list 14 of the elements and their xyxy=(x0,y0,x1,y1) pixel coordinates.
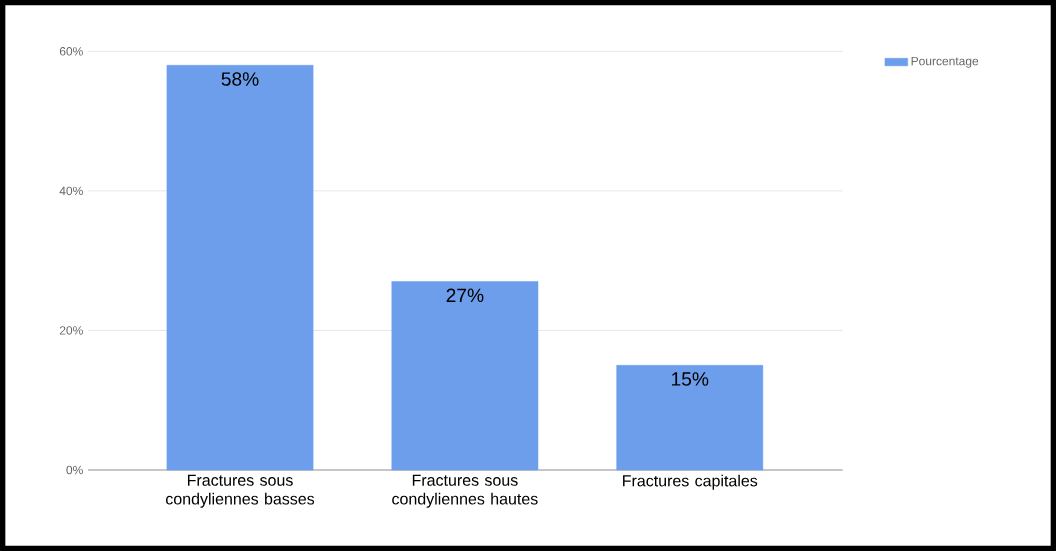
legend-label: Pourcentage xyxy=(911,56,979,68)
data-label: 15% xyxy=(672,372,709,386)
y-tick-label: 60% xyxy=(59,47,83,56)
x-tick-label: Fractures sous condyliennes basses xyxy=(165,474,315,508)
y-tick-label: 40% xyxy=(59,186,83,196)
y-tick-label: 20% xyxy=(59,326,83,335)
data-label: 27% xyxy=(446,288,484,303)
bar xyxy=(391,281,539,471)
x-tick-label: Fractures capitales xyxy=(623,474,758,490)
bar xyxy=(166,65,314,471)
data-label: 58% xyxy=(221,72,259,86)
bar xyxy=(616,365,764,471)
x-tick-label: Fractures sous condyliennes hautes xyxy=(392,474,538,508)
y-tick-label: 0% xyxy=(66,465,83,475)
